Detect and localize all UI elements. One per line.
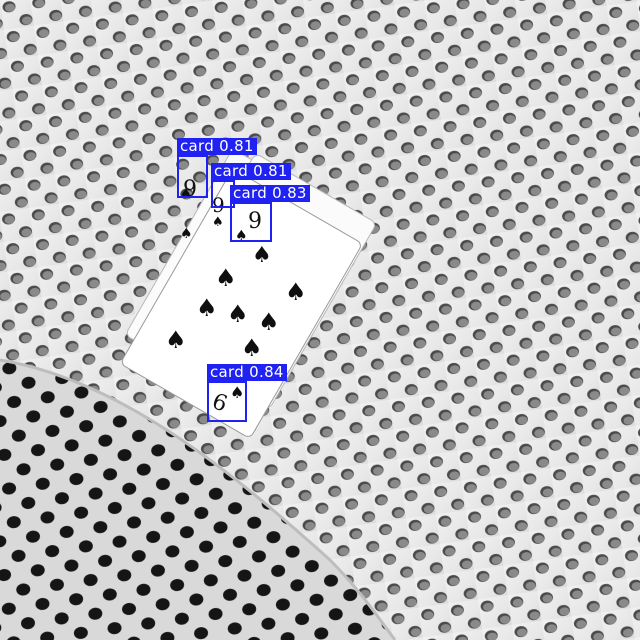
detection-label-2-score: 0.81 (253, 162, 288, 180)
detection-label-3: card 0.83 (230, 185, 310, 202)
detection-label-1-score: 0.81 (219, 137, 254, 155)
detection-label-4-class: card (210, 363, 245, 381)
svg-text:♠: ♠ (258, 308, 280, 336)
detection-label-4-score: 0.84 (249, 363, 284, 381)
svg-text:9: 9 (183, 177, 197, 202)
svg-text:♠: ♠ (180, 187, 192, 202)
detection-box-1 (177, 155, 208, 198)
detection-label-2-class: card (214, 162, 249, 180)
detection-box-4 (207, 381, 247, 422)
svg-text:♠: ♠ (196, 294, 218, 322)
detection-box-3 (230, 202, 272, 242)
detection-label-4: card 0.84 (207, 364, 287, 381)
playing-cards: 9 9 9 6 ♠ ♠ ♠ ♠ ♠ ♠ ♠ ♠ ♠ ♠ ♠ ♠ ♠ (121, 150, 375, 437)
svg-text:♠: ♠ (285, 278, 307, 306)
svg-text:♠: ♠ (252, 243, 272, 268)
svg-text:♠: ♠ (215, 264, 237, 292)
svg-text:♠: ♠ (212, 215, 224, 230)
svg-text:♠: ♠ (180, 226, 193, 242)
svg-text:9: 9 (212, 193, 225, 217)
svg-text:♠: ♠ (241, 334, 263, 362)
detection-label-1-class: card (180, 137, 215, 155)
detection-label-2: card 0.81 (211, 163, 291, 180)
svg-text:♠: ♠ (230, 383, 244, 402)
detection-label-3-class: card (233, 184, 268, 202)
svg-text:♠: ♠ (165, 326, 187, 354)
detection-label-3-score: 0.83 (272, 184, 307, 202)
svg-text:9: 9 (248, 209, 262, 234)
svg-text:♠: ♠ (227, 300, 249, 328)
detection-label-1: card 0.81 (177, 138, 257, 155)
perforated-sheet-fold (0, 360, 395, 640)
